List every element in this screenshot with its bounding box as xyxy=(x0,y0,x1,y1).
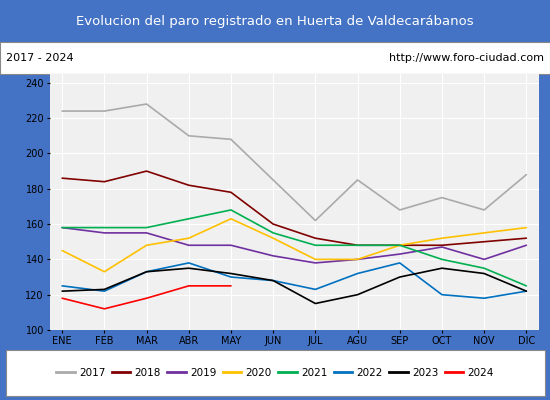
Text: Evolucion del paro registrado en Huerta de Valdecarábanos: Evolucion del paro registrado en Huerta … xyxy=(76,14,474,28)
Legend: 2017, 2018, 2019, 2020, 2021, 2022, 2023, 2024: 2017, 2018, 2019, 2020, 2021, 2022, 2023… xyxy=(52,364,498,382)
Text: http://www.foro-ciudad.com: http://www.foro-ciudad.com xyxy=(389,53,544,63)
Text: 2017 - 2024: 2017 - 2024 xyxy=(6,53,73,63)
